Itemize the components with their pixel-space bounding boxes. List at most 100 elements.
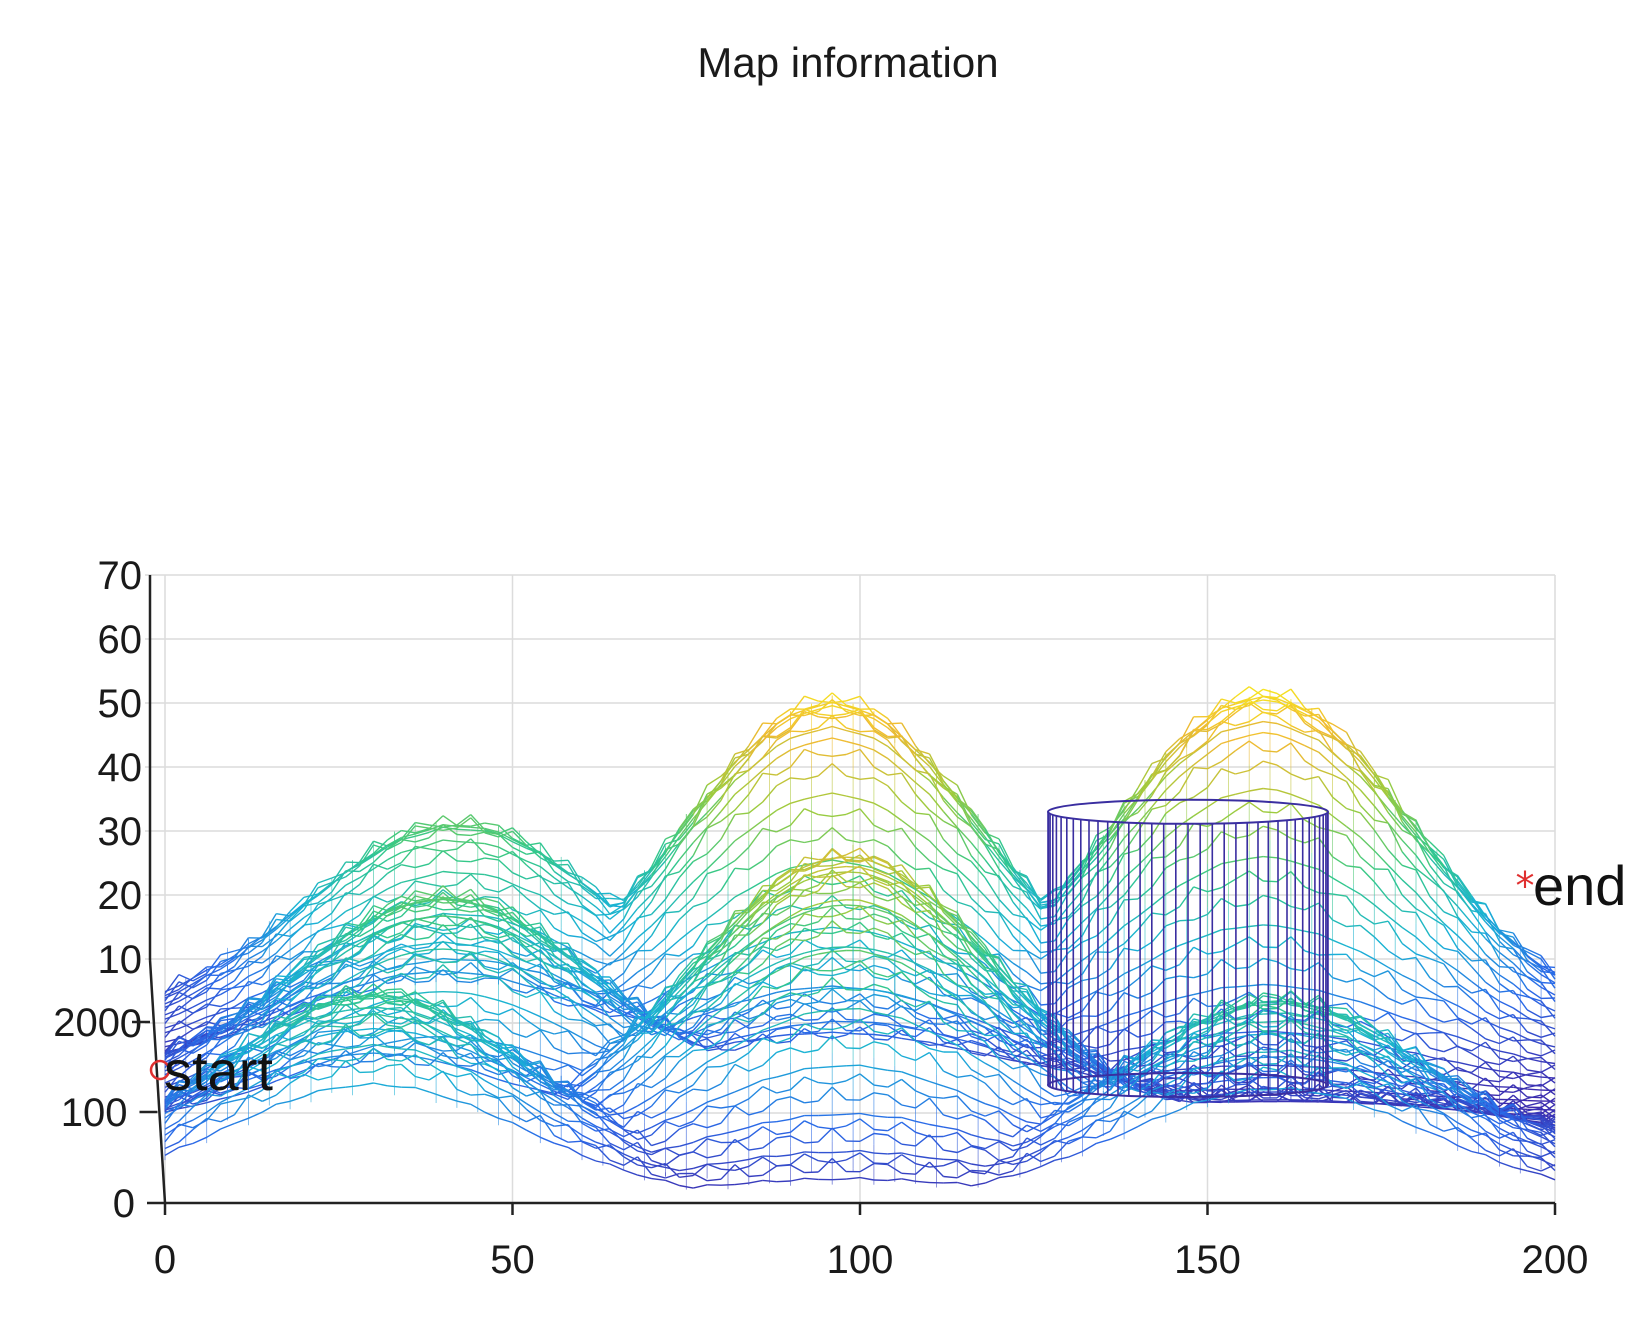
mesh-line xyxy=(873,730,889,741)
mesh-line xyxy=(233,937,249,959)
mesh-line xyxy=(692,793,708,823)
mesh-line xyxy=(415,976,430,980)
mesh-line xyxy=(164,974,180,994)
mesh-line xyxy=(1401,879,1417,894)
mesh-line xyxy=(1526,960,1542,969)
mesh-line xyxy=(567,880,583,887)
mesh-line xyxy=(1373,986,1389,999)
mesh-line xyxy=(1165,742,1181,759)
mesh-line xyxy=(484,857,499,861)
mesh-line xyxy=(1206,898,1222,915)
mesh-line xyxy=(985,910,1000,914)
mesh-line xyxy=(276,913,291,917)
mesh-line xyxy=(456,996,472,1007)
mesh-line xyxy=(915,933,930,939)
mesh-line xyxy=(415,875,430,880)
mesh-line xyxy=(943,868,958,875)
mesh-line xyxy=(484,873,499,879)
mesh-line xyxy=(1248,699,1264,710)
mesh-line xyxy=(832,725,847,732)
mesh-line xyxy=(706,854,722,870)
mesh-line xyxy=(1359,893,1375,906)
mesh-line xyxy=(1485,1010,1500,1020)
mesh-line xyxy=(956,784,972,815)
mesh-line xyxy=(1151,769,1167,777)
mesh-line xyxy=(359,885,374,896)
mesh-line xyxy=(832,888,847,895)
mesh-line xyxy=(415,828,430,834)
mesh-line xyxy=(484,896,499,899)
mesh-line xyxy=(789,748,805,768)
mesh-line xyxy=(817,1007,833,1021)
mesh-line xyxy=(901,735,917,759)
mesh-line xyxy=(1540,966,1556,976)
mesh-line xyxy=(456,914,471,916)
mesh-line xyxy=(943,1045,958,1050)
mesh-line xyxy=(1026,971,1042,985)
mesh-line xyxy=(1527,1056,1542,1060)
mesh-line xyxy=(1373,904,1389,917)
mesh-line xyxy=(776,777,791,787)
mesh-line xyxy=(942,784,958,803)
mesh-line xyxy=(415,845,430,850)
mesh-line xyxy=(831,692,847,706)
mesh-line xyxy=(1249,731,1264,737)
mesh-line xyxy=(1485,1077,1500,1092)
mesh-line xyxy=(790,777,805,780)
mesh-line xyxy=(873,1006,888,1010)
mesh-line xyxy=(456,814,472,826)
mesh-line xyxy=(1276,789,1292,795)
mesh-line xyxy=(1346,743,1361,752)
mesh-line xyxy=(415,908,430,913)
mesh-line xyxy=(873,777,889,787)
mesh-line xyxy=(1123,966,1139,975)
mesh-line xyxy=(1165,1098,1180,1101)
mesh-line xyxy=(1248,711,1264,723)
mesh-line xyxy=(581,953,597,962)
mesh-line xyxy=(790,894,805,897)
mesh-line xyxy=(1207,987,1222,993)
mesh-line xyxy=(1207,1100,1222,1103)
mesh-line xyxy=(776,729,791,739)
mesh-line xyxy=(790,907,805,917)
mesh-line xyxy=(706,797,722,814)
mesh-line xyxy=(776,839,791,847)
mesh-line xyxy=(692,853,708,863)
mesh-line xyxy=(859,744,875,751)
mesh-line xyxy=(776,737,791,748)
mesh-line xyxy=(1026,877,1042,906)
mesh-line xyxy=(1526,954,1542,967)
mesh-line xyxy=(1415,998,1431,1017)
mesh-line xyxy=(776,930,791,940)
mesh-line xyxy=(373,844,388,856)
mesh-line xyxy=(706,775,722,786)
mesh-line xyxy=(984,842,1000,862)
mesh-line xyxy=(1165,791,1181,807)
mesh-line xyxy=(1457,875,1473,897)
mesh-line xyxy=(1485,981,1500,993)
mesh-line xyxy=(442,884,457,888)
mesh-line xyxy=(1249,1030,1264,1033)
mesh-line xyxy=(1123,849,1139,855)
mesh-line xyxy=(734,830,750,842)
mesh-line xyxy=(1276,961,1292,970)
mesh-line xyxy=(859,712,875,720)
mesh-line xyxy=(401,1030,416,1034)
mesh-line xyxy=(790,709,805,716)
mesh-line xyxy=(998,838,1014,868)
mesh-line xyxy=(317,884,333,897)
mesh-line xyxy=(484,888,499,893)
mesh-line xyxy=(192,974,208,987)
mesh-line xyxy=(1248,760,1264,772)
mesh-line xyxy=(1220,696,1236,710)
mesh-line xyxy=(623,896,639,910)
mesh-line xyxy=(1415,936,1431,951)
mesh-line xyxy=(1332,977,1347,983)
mesh-line xyxy=(595,892,610,895)
mesh-line xyxy=(1123,1011,1139,1017)
mesh-line xyxy=(651,937,666,951)
mesh-line xyxy=(1541,965,1556,969)
mesh-line xyxy=(1026,896,1042,910)
mesh-line xyxy=(1193,724,1208,737)
mesh-line xyxy=(442,915,457,918)
